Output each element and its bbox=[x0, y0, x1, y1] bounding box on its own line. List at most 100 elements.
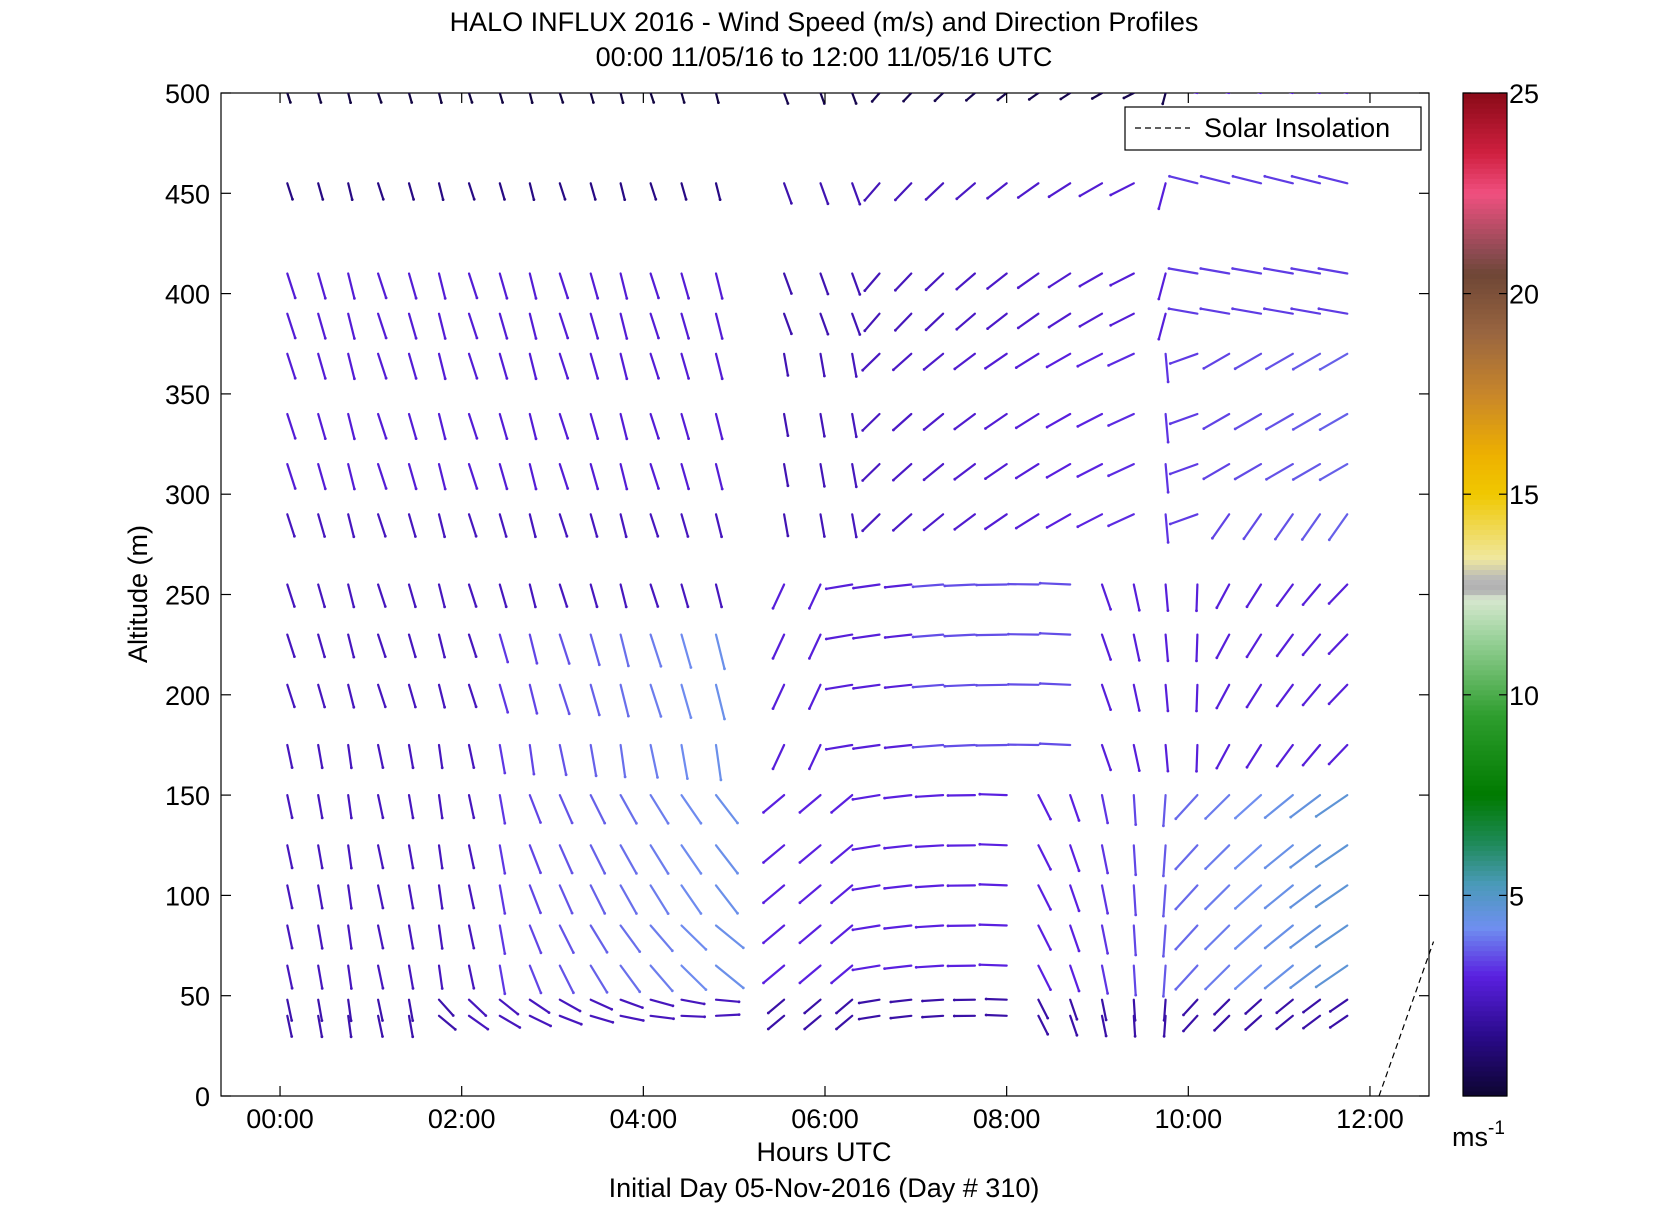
wind-barb bbox=[924, 272, 945, 291]
wind-barb bbox=[1329, 998, 1349, 1013]
wind-barb bbox=[589, 924, 609, 954]
wind-barb bbox=[619, 743, 627, 779]
colorbar-band bbox=[1463, 694, 1507, 701]
wind-barb bbox=[819, 182, 830, 205]
wind-barb-head bbox=[1168, 422, 1172, 426]
wind-barb-head bbox=[1045, 425, 1049, 429]
wind-barb bbox=[1200, 175, 1231, 185]
wind-barb bbox=[1245, 683, 1263, 709]
wind-barb bbox=[1264, 844, 1294, 869]
colorbar-gradient bbox=[1463, 93, 1507, 1097]
wind-barb-head bbox=[1106, 951, 1109, 955]
wind-barb bbox=[851, 463, 858, 488]
legend-label: Solar Insolation bbox=[1204, 113, 1390, 143]
wind-barb bbox=[498, 743, 506, 775]
wind-barb-head bbox=[1168, 362, 1172, 365]
wind-barb-head bbox=[539, 951, 543, 955]
wind-barb-head bbox=[830, 941, 833, 945]
wind-barb-head bbox=[1263, 307, 1266, 311]
wind-barb-head bbox=[320, 766, 324, 770]
wind-barb bbox=[558, 844, 574, 875]
wind-barb-head bbox=[1076, 525, 1080, 529]
wind-barb-head bbox=[565, 534, 569, 538]
wind-barb bbox=[1076, 352, 1104, 368]
wind-barb bbox=[851, 844, 881, 851]
wind-barb-head bbox=[411, 766, 415, 770]
wind-barb bbox=[1078, 182, 1104, 197]
wind-barb bbox=[830, 924, 854, 944]
colorbar-band bbox=[1463, 940, 1507, 947]
wind-barb-head bbox=[984, 477, 987, 480]
wind-barb bbox=[803, 1014, 822, 1031]
wind-barb-head bbox=[1231, 267, 1234, 270]
wind-barb-head bbox=[704, 948, 708, 951]
wind-barb-head bbox=[353, 337, 356, 340]
wind-barb-head bbox=[506, 710, 510, 714]
wind-barb bbox=[803, 998, 822, 1015]
wind-barb-head bbox=[290, 986, 294, 990]
wind-barb-head bbox=[381, 1019, 384, 1022]
wind-barb-head bbox=[381, 866, 385, 870]
wind-barb-head bbox=[503, 912, 507, 915]
colorbar-tick-label: 15 bbox=[1509, 480, 1539, 510]
solar-insolation-line bbox=[1378, 941, 1435, 1097]
colorbar-band bbox=[1463, 228, 1507, 235]
wind-barb-head bbox=[826, 202, 830, 206]
legend-box bbox=[1124, 106, 1422, 151]
wind-barb bbox=[680, 793, 703, 825]
wind-barb-head bbox=[453, 1028, 457, 1031]
wind-barb bbox=[467, 312, 478, 340]
wind-barb bbox=[649, 513, 659, 538]
colorbar-band bbox=[1463, 263, 1507, 270]
wind-barb bbox=[317, 743, 324, 769]
wind-barb bbox=[1328, 513, 1349, 541]
colorbar-band bbox=[1463, 98, 1507, 104]
wind-barb-head bbox=[350, 947, 353, 950]
colorbar-band bbox=[1463, 579, 1507, 586]
wind-barb bbox=[1047, 272, 1072, 289]
wind-barb bbox=[771, 633, 786, 660]
wind-barb bbox=[347, 352, 356, 380]
colorbar-band bbox=[1463, 168, 1507, 174]
wind-barb bbox=[714, 633, 726, 670]
wind-barb-head bbox=[1233, 427, 1237, 431]
wind-barb-head bbox=[823, 484, 826, 488]
wind-barb-head bbox=[924, 328, 928, 332]
wind-barb-head bbox=[1234, 907, 1237, 910]
wind-barb-head bbox=[1038, 581, 1042, 585]
wind-barb bbox=[1199, 267, 1231, 275]
chart-subtitle: 00:00 11/05/16 to 12:00 11/05/16 UTC bbox=[596, 42, 1053, 72]
wind-barb bbox=[975, 633, 1008, 637]
wind-barb bbox=[528, 513, 537, 538]
wind-barb-head bbox=[1244, 1012, 1248, 1015]
wind-barb-head bbox=[320, 1035, 324, 1039]
colorbar-band bbox=[1463, 1020, 1507, 1027]
wind-barb-head bbox=[1049, 948, 1052, 951]
wind-barb-head bbox=[1134, 823, 1138, 826]
wind-barb-head bbox=[686, 535, 690, 538]
wind-barb bbox=[377, 964, 384, 990]
wind-barb bbox=[437, 412, 447, 440]
colorbar-band bbox=[1463, 679, 1507, 686]
wind-barb bbox=[619, 844, 638, 875]
wind-barb-head bbox=[565, 605, 569, 608]
wind-barb-head bbox=[922, 478, 926, 482]
wind-barb-head bbox=[383, 534, 387, 538]
wind-barb-head bbox=[1294, 85, 1297, 88]
wind-barb-head bbox=[293, 436, 297, 440]
wind-barb bbox=[894, 272, 913, 292]
colorbar-band bbox=[1463, 348, 1507, 355]
colorbar-band bbox=[1463, 273, 1507, 280]
wind-barb bbox=[1263, 267, 1294, 275]
wind-barb-head bbox=[1014, 366, 1018, 369]
wind-barb bbox=[317, 924, 324, 950]
wind-barb bbox=[467, 182, 476, 201]
colorbar-band bbox=[1463, 408, 1507, 415]
wind-barb-head bbox=[762, 861, 765, 864]
wind-barb bbox=[377, 884, 384, 910]
wind-barb-head bbox=[505, 377, 509, 380]
wind-barb bbox=[1100, 633, 1112, 661]
colorbar-band bbox=[1463, 363, 1507, 370]
wind-barb-head bbox=[627, 664, 630, 668]
wind-barb-head bbox=[503, 952, 507, 955]
